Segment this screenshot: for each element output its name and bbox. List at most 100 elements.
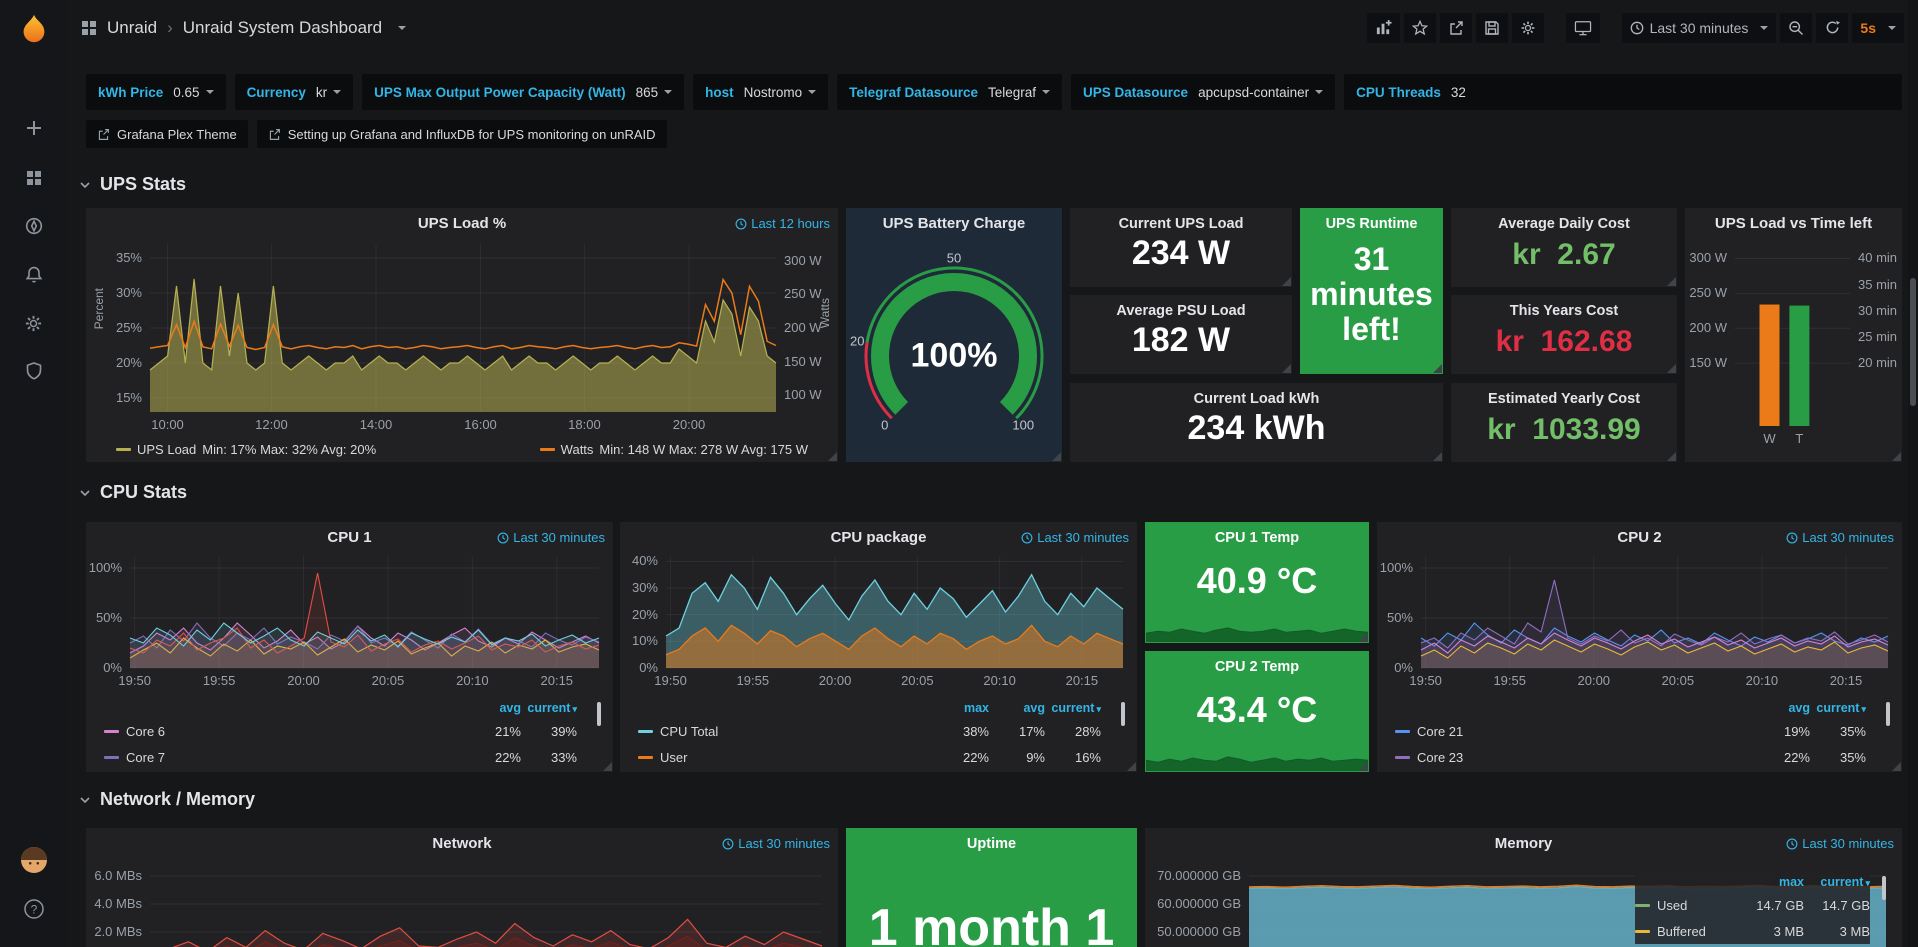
legend-scrollbar[interactable]: [1121, 702, 1125, 726]
dashboards-icon[interactable]: [18, 162, 50, 194]
panel-resize-handle[interactable]: [1052, 452, 1061, 461]
variable-ups-datasource[interactable]: UPS Datasource apcupsd-container: [1071, 74, 1336, 110]
legend-row[interactable]: Used 14.7 GB 14.7 GB: [1635, 892, 1870, 918]
configuration-gear-icon[interactable]: [18, 307, 50, 339]
help-icon[interactable]: ?: [18, 893, 50, 925]
variable-ups-max-output[interactable]: UPS Max Output Power Capacity (Watt) 865: [362, 74, 685, 110]
admin-shield-icon[interactable]: [18, 355, 50, 387]
legend-col-max[interactable]: max: [963, 701, 989, 715]
section-ups-stats[interactable]: UPS Stats: [78, 174, 186, 195]
legend-scrollbar[interactable]: [1882, 876, 1886, 900]
ups-load-chart[interactable]: 35% 30% 25% 20% 15% 300 W 250 W 200 W 150 W 100 W…: [116, 244, 822, 432]
alerting-bell-icon[interactable]: [18, 259, 50, 291]
legend-row[interactable]: Buffered 3 MB 3 MB: [1635, 918, 1870, 944]
explore-icon[interactable]: [18, 210, 50, 242]
panel-title[interactable]: CPU 1: [327, 529, 372, 546]
link-ups-monitoring-guide[interactable]: Setting up Grafana and InfluxDB for UPS …: [256, 120, 667, 148]
panel-title[interactable]: Memory: [1494, 835, 1553, 852]
breadcrumb-app[interactable]: Unraid: [107, 17, 158, 37]
stat-title[interactable]: Current UPS Load: [1118, 216, 1244, 232]
stat-title[interactable]: This Years Cost: [1509, 303, 1619, 319]
panel-timerange-link[interactable]: Last 30 minutes: [497, 530, 605, 545]
panel-resize-handle[interactable]: [1282, 277, 1291, 286]
share-button[interactable]: [1439, 12, 1472, 43]
panel-title[interactable]: Network: [432, 835, 492, 852]
variable-currency[interactable]: Currency kr: [234, 74, 354, 110]
panel-resize-handle[interactable]: [1433, 364, 1442, 373]
stat-title[interactable]: Uptime: [966, 836, 1017, 852]
legend-col-current[interactable]: current: [1810, 701, 1866, 715]
link-grafana-plex-theme[interactable]: Grafana Plex Theme: [86, 120, 248, 148]
save-button[interactable]: [1475, 12, 1508, 43]
legend-ups-load[interactable]: UPS Load Min: 17% Max: 32% Avg: 20%: [116, 442, 376, 457]
panel-title[interactable]: CPU 2: [1617, 529, 1662, 546]
add-panel-button[interactable]: [1366, 12, 1400, 43]
legend-scrollbar[interactable]: [597, 702, 601, 726]
panel-resize-handle[interactable]: [1892, 762, 1901, 771]
legend-row[interactable]: Core 6 21% 39%: [104, 718, 577, 744]
section-network-memory[interactable]: Network / Memory: [78, 789, 255, 810]
panel-timerange-link[interactable]: Last 30 minutes: [1786, 530, 1894, 545]
panel-title[interactable]: CPU package: [830, 529, 927, 546]
panel-resize-handle[interactable]: [1892, 452, 1901, 461]
legend-col-max[interactable]: max: [1778, 875, 1804, 889]
stat-title[interactable]: Average PSU Load: [1116, 303, 1246, 319]
panel-resize-handle[interactable]: [1359, 633, 1368, 642]
cpu2-chart[interactable]: 100% 50% 0% 19:50 19:55 20:00 20:05 20:10 20:15: [1380, 556, 1889, 688]
cycle-view-button[interactable]: [1565, 12, 1600, 43]
avatar[interactable]: [18, 844, 50, 876]
ups-load-time-bars-chart[interactable]: 300 W 250 W 200 W 150 W 40 min 35 min 30 min 25…: [1689, 248, 1897, 446]
variable-host[interactable]: host Nostromo: [693, 74, 829, 110]
panel-title[interactable]: UPS Load vs Time left: [1714, 215, 1873, 232]
legend-scrollbar[interactable]: [1886, 702, 1890, 726]
star-button[interactable]: [1403, 12, 1436, 43]
legend-col-current[interactable]: current: [521, 701, 577, 715]
breadcrumb-dashboard[interactable]: Unraid System Dashboard: [182, 17, 383, 37]
stat-title[interactable]: CPU 2 Temp: [1214, 659, 1300, 675]
legend-row[interactable]: CPU Total 38% 17% 28%: [638, 718, 1101, 744]
legend-row[interactable]: Core 21 19% 35%: [1395, 718, 1866, 744]
legend-col-avg[interactable]: avg: [499, 701, 521, 715]
panel-resize-handle[interactable]: [1127, 762, 1136, 771]
stat-title[interactable]: CPU 1 Temp: [1214, 530, 1300, 546]
panel-resize-handle[interactable]: [1433, 452, 1442, 461]
stat-title[interactable]: Average Daily Cost: [1498, 216, 1630, 232]
legend-col-current[interactable]: current: [1045, 701, 1101, 715]
panel-timerange-link[interactable]: Last 30 minutes: [1021, 530, 1129, 545]
panel-resize-handle[interactable]: [1667, 364, 1676, 373]
dashboard-grid-icon[interactable]: [81, 20, 97, 36]
panel-resize-handle[interactable]: [603, 762, 612, 771]
panel-resize-handle[interactable]: [1667, 277, 1676, 286]
legend-col-avg[interactable]: avg: [1023, 701, 1045, 715]
stat-title[interactable]: Current Load kWh: [1193, 391, 1320, 407]
settings-button[interactable]: [1511, 12, 1544, 43]
legend-row[interactable]: Core 7 22% 33%: [104, 744, 577, 770]
page-scrollbar[interactable]: [1908, 0, 1918, 947]
dashboard-dropdown-caret[interactable]: [398, 25, 407, 30]
create-icon[interactable]: [18, 112, 50, 144]
stat-title[interactable]: UPS Runtime: [1325, 216, 1418, 232]
grafana-logo[interactable]: [15, 10, 53, 48]
panel-title[interactable]: UPS Battery Charge: [882, 215, 1026, 232]
legend-row[interactable]: User 22% 9% 16%: [638, 744, 1101, 770]
refresh-interval-picker[interactable]: 5s: [1852, 12, 1904, 43]
network-chart[interactable]: 6.0 MBs 4.0 MBs 2.0 MBs: [94, 862, 823, 947]
panel-title[interactable]: UPS Load %: [417, 215, 507, 232]
variable-telegraf-datasource[interactable]: Telegraf Datasource Telegraf: [837, 74, 1063, 110]
panel-resize-handle[interactable]: [1359, 762, 1368, 771]
panel-resize-handle[interactable]: [1667, 452, 1676, 461]
panel-timerange-link[interactable]: Last 12 hours: [735, 216, 830, 231]
stat-title[interactable]: Estimated Yearly Cost: [1487, 391, 1641, 407]
cpu-package-chart[interactable]: 40% 30% 20% 10% 0% 19:50 19:55 20:00 20:05 20:10 2…: [632, 553, 1124, 688]
refresh-button[interactable]: [1816, 12, 1849, 43]
panel-timerange-link[interactable]: Last 30 minutes: [722, 836, 830, 851]
section-cpu-stats[interactable]: CPU Stats: [78, 482, 187, 503]
cpu1-chart[interactable]: 100% 50% 0% 19:50 19:55 20:00 20:05 20:10 20:15: [89, 556, 600, 688]
scrollbar-thumb[interactable]: [1910, 278, 1916, 406]
legend-col-current[interactable]: current: [1804, 875, 1870, 889]
variable-cpu-threads-input[interactable]: CPU Threads 32: [1344, 74, 1902, 110]
legend-row[interactable]: Core 23 22% 35%: [1395, 744, 1866, 770]
panel-resize-handle[interactable]: [828, 452, 837, 461]
panel-resize-handle[interactable]: [1282, 364, 1291, 373]
time-range-picker[interactable]: Last 30 minutes: [1621, 12, 1777, 43]
